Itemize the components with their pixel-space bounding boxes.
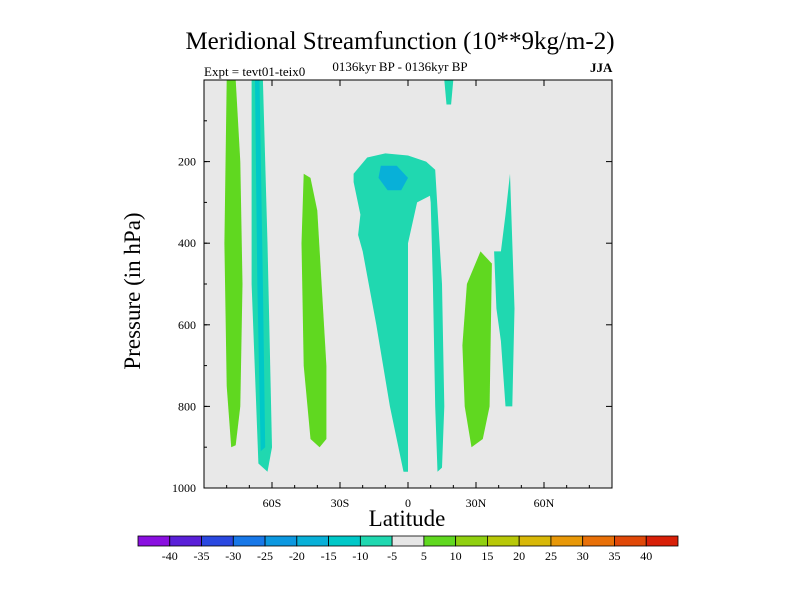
y-tick-label: 800 bbox=[178, 399, 196, 413]
colorbar-label: 35 bbox=[608, 549, 620, 563]
colorbar-swatch bbox=[359, 535, 393, 547]
colorbar-swatch bbox=[391, 535, 425, 547]
colorbar-label: -10 bbox=[352, 549, 368, 563]
contour-region-green-band-40s bbox=[301, 173, 327, 448]
colorbar-swatch bbox=[645, 535, 679, 547]
colorbar-label: -20 bbox=[289, 549, 305, 563]
colorbar-swatch bbox=[550, 535, 584, 547]
period-label: 0136kyr BP - 0136kyr BP bbox=[332, 59, 468, 74]
x-tick-label: 30N bbox=[466, 496, 487, 510]
colorbar-label: 5 bbox=[421, 549, 427, 563]
colorbar-swatch bbox=[232, 535, 266, 547]
colorbar-swatch bbox=[455, 535, 488, 547]
colorbar-swatch bbox=[264, 535, 298, 547]
colorbar-label: 40 bbox=[640, 549, 652, 563]
colorbar-swatch bbox=[487, 535, 520, 547]
colorbar-label: -15 bbox=[321, 549, 337, 563]
contour-region-blue-core-eq bbox=[378, 165, 408, 191]
colorbar-swatch bbox=[423, 535, 457, 547]
x-axis-label: Latitude bbox=[368, 506, 446, 531]
y-tick-label: 400 bbox=[178, 236, 196, 250]
colorbar-label: -40 bbox=[162, 549, 178, 563]
y-tick-label: 200 bbox=[178, 155, 196, 169]
colorbar-label: -35 bbox=[194, 549, 210, 563]
colorbar-swatch bbox=[296, 535, 329, 547]
experiment-label: Expt = tevt01-teix0 bbox=[204, 64, 306, 79]
colorbar-swatch bbox=[518, 535, 552, 547]
chart-title: Meridional Streamfunction (10**9kg/m-2) bbox=[185, 28, 615, 55]
colorbar-swatch bbox=[328, 535, 361, 547]
colorbar-swatch bbox=[582, 535, 615, 547]
contour-region-cyan-band-15n bbox=[426, 161, 445, 472]
x-tick-label: 0 bbox=[405, 496, 411, 510]
colorbar-label: -25 bbox=[257, 549, 273, 563]
contour-region-cyan-band-eq bbox=[353, 153, 436, 472]
season-label: JJA bbox=[590, 60, 613, 75]
colorbar-label: 15 bbox=[481, 549, 493, 563]
contour-region-green-band-30n bbox=[462, 251, 492, 448]
colorbar-label: 10 bbox=[450, 549, 462, 563]
x-tick-label: 60N bbox=[534, 496, 555, 510]
colorbar-label: 25 bbox=[545, 549, 557, 563]
colorbar-label: -5 bbox=[387, 549, 397, 563]
contour-region-green-band-sh-highlat bbox=[224, 80, 243, 448]
colorbar-swatch bbox=[137, 535, 171, 547]
contour-region-cyan-band-45n bbox=[494, 173, 515, 407]
colorbar-swatch bbox=[614, 535, 647, 547]
colorbar-label: 30 bbox=[577, 549, 589, 563]
y-tick-label: 1000 bbox=[172, 481, 196, 495]
colorbar-swatch bbox=[169, 535, 202, 547]
x-tick-label: 60S bbox=[263, 496, 282, 510]
contour-region-cyan-spike-20n bbox=[444, 80, 454, 105]
contour-region-blue-band-60s bbox=[255, 80, 266, 452]
colorbar-label: 20 bbox=[513, 549, 525, 563]
colorbar-label: -30 bbox=[225, 549, 241, 563]
colorbar-swatch bbox=[201, 535, 234, 547]
x-tick-label: 30S bbox=[331, 496, 350, 510]
y-tick-label: 600 bbox=[178, 318, 196, 332]
